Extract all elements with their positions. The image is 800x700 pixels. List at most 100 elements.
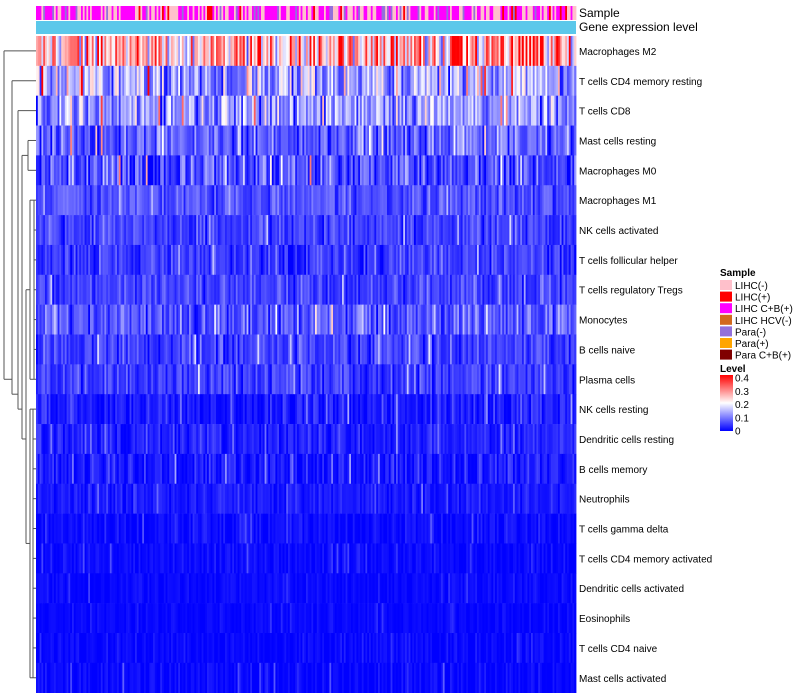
heatmap-cell [289, 125, 292, 156]
heatmap-cell [572, 244, 575, 276]
heatmap-cell [558, 364, 561, 395]
heatmap-cell [338, 95, 341, 126]
heatmap-cell [387, 364, 390, 395]
heatmap-cell [417, 155, 420, 186]
heatmap-cell [282, 424, 285, 455]
heatmap-cell [536, 36, 539, 67]
heatmap-cell [516, 65, 519, 96]
heatmap-cell [226, 155, 229, 186]
heatmap-cell [518, 215, 521, 246]
heatmap-cell [262, 95, 265, 126]
heatmap-cell [217, 424, 220, 455]
heatmap-cell [428, 334, 431, 365]
heatmap-cell [261, 334, 264, 365]
heatmap-cell [298, 304, 301, 335]
heatmap-cell [158, 274, 161, 305]
heatmap-cell [262, 304, 265, 335]
heatmap-cell [462, 155, 465, 186]
heatmap-cell [118, 483, 121, 514]
heatmap-cell [444, 36, 447, 67]
heatmap-cell [61, 95, 64, 126]
heatmap-cell [334, 304, 337, 335]
heatmap-cell [531, 244, 534, 276]
heatmap-cell [406, 274, 409, 305]
heatmap-cell [417, 304, 420, 335]
heatmap-cell [37, 453, 40, 485]
heatmap-cell [284, 364, 287, 395]
heatmap-cell [84, 36, 87, 67]
heatmap-cell [255, 483, 258, 514]
heatmap-cell [93, 274, 96, 305]
heatmap-cell [552, 185, 555, 216]
heatmap-cell [270, 244, 273, 276]
heatmap-cell [426, 155, 429, 186]
heatmap-cell [563, 125, 566, 156]
heatmap-cell [336, 274, 339, 305]
heatmap-cell [468, 334, 471, 365]
heatmap-cell [144, 304, 147, 335]
sample-annotation-cell [61, 6, 64, 20]
heatmap-cell [316, 364, 319, 395]
heatmap-cell [556, 155, 559, 186]
heatmap-cell [219, 453, 222, 485]
heatmap-cell [210, 483, 213, 514]
heatmap-cell [185, 185, 188, 216]
heatmap-cell [194, 65, 197, 96]
heatmap-cell [394, 65, 397, 96]
heatmap-cell [313, 95, 316, 126]
heatmap-cell [441, 185, 444, 216]
heatmap-cell [356, 334, 359, 365]
heatmap-cell [394, 36, 397, 67]
heatmap-cell [174, 155, 177, 186]
sample-annotation-cell [196, 6, 199, 20]
heatmap-cell [246, 394, 249, 425]
heatmap-cell [70, 274, 73, 305]
heatmap-cell [145, 304, 148, 335]
heatmap-cell [396, 453, 399, 485]
heatmap-cell [484, 125, 487, 156]
heatmap-cell [552, 155, 555, 186]
heatmap-cell [133, 185, 136, 216]
heatmap-cell [514, 274, 517, 305]
heatmap-cell [257, 483, 260, 514]
heatmap-cell [135, 394, 138, 425]
heatmap-cell [559, 95, 562, 126]
heatmap-cell [343, 155, 346, 186]
heatmap-cell [171, 424, 174, 455]
heatmap-cell [306, 424, 309, 455]
heatmap-cell [99, 304, 102, 335]
heatmap-cell [505, 215, 508, 246]
heatmap-cell [480, 155, 483, 186]
heatmap-cell [178, 95, 181, 126]
heatmap-cell [563, 394, 566, 425]
heatmap-cell [151, 274, 154, 305]
sample-annotation-cell [284, 6, 287, 20]
heatmap-cell [523, 244, 526, 276]
heatmap-cell [419, 394, 422, 425]
heatmap-cell [284, 394, 287, 425]
heatmap-cell [275, 334, 278, 365]
heatmap-cell [451, 95, 454, 126]
heatmap-cell [541, 36, 544, 67]
heatmap-cell [388, 424, 391, 455]
heatmap-cell [509, 364, 512, 395]
heatmap-cell [262, 215, 265, 246]
heatmap-cell [361, 155, 364, 186]
heatmap-cell [217, 453, 220, 485]
heatmap-cell [153, 155, 156, 186]
heatmap-cell [338, 125, 341, 156]
heatmap-cell [333, 95, 336, 126]
heatmap-cell [280, 274, 283, 305]
heatmap-cell [430, 244, 433, 276]
heatmap-cell [369, 424, 372, 455]
heatmap-cell [345, 215, 348, 246]
heatmap-cell [509, 244, 512, 276]
heatmap-cell [417, 185, 420, 216]
heatmap-cell [198, 424, 201, 455]
heatmap-cell [111, 244, 114, 276]
heatmap-cell [563, 36, 566, 67]
sample-annotation-cell [568, 6, 571, 20]
heatmap-cell [88, 364, 91, 395]
heatmap-cell [55, 274, 58, 305]
heatmap-cell [300, 304, 303, 335]
